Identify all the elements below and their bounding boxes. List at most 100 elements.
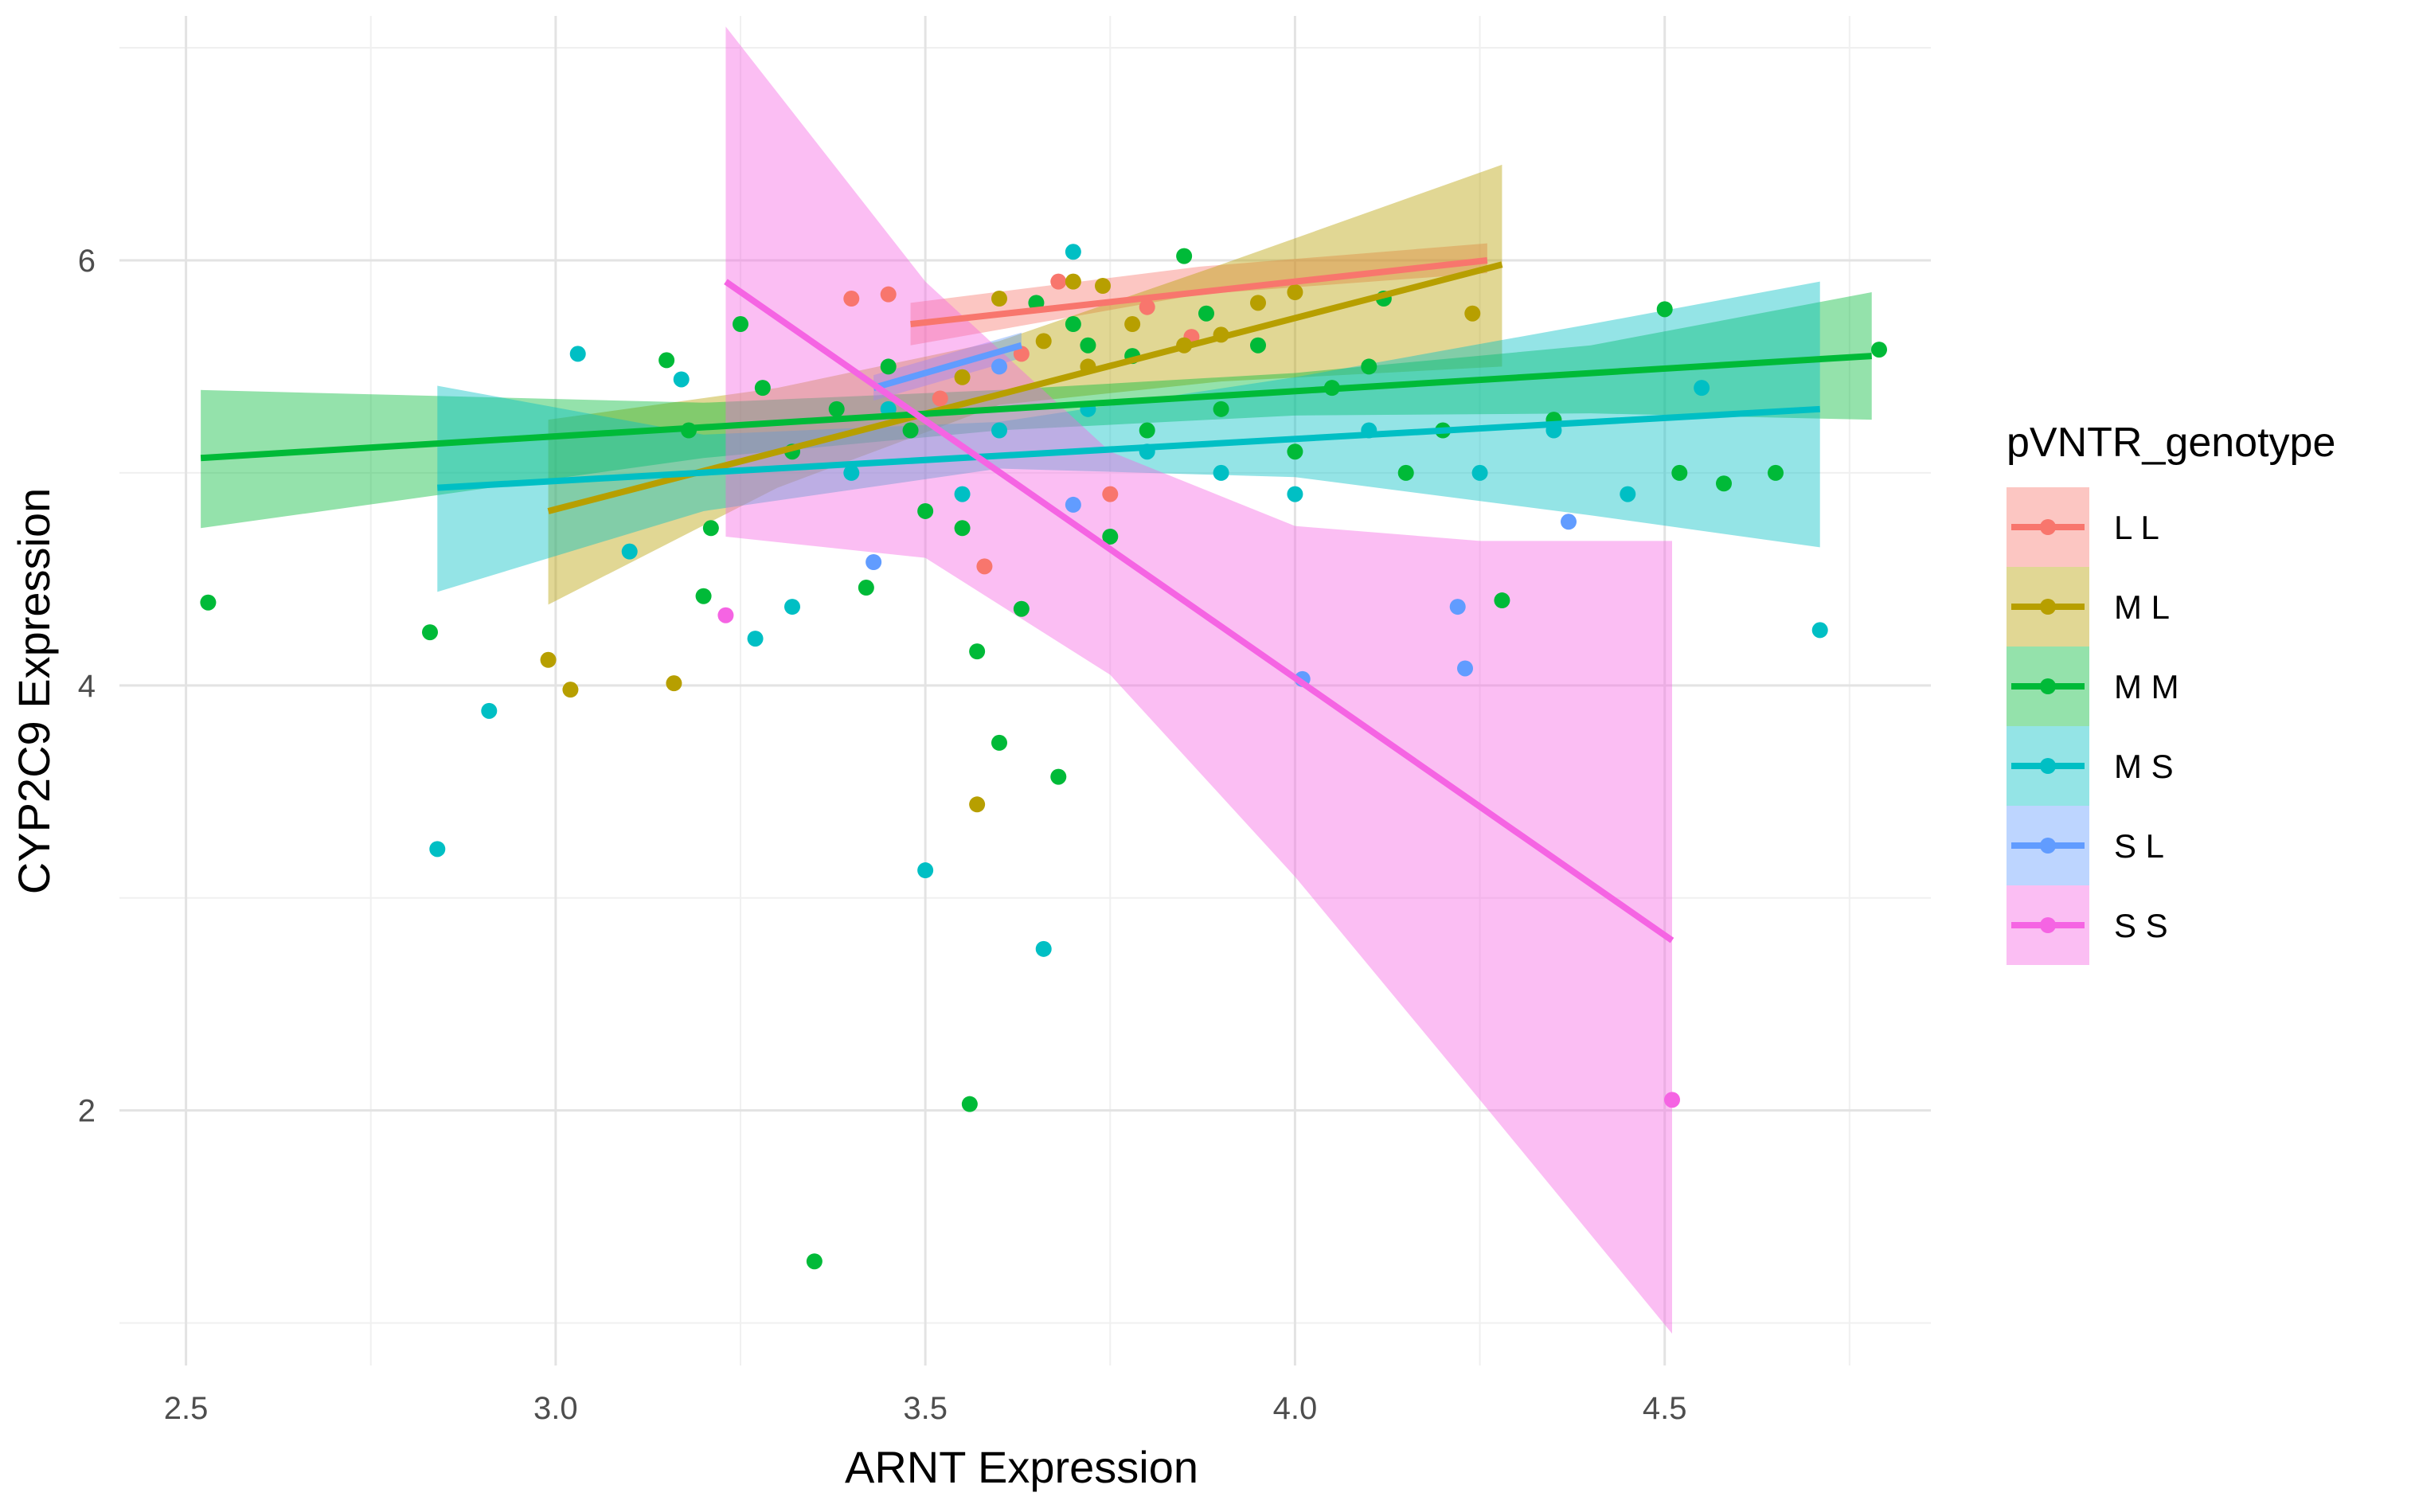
data-point: [1065, 273, 1081, 290]
legend-label: M M: [2114, 668, 2179, 705]
data-point: [1250, 295, 1266, 311]
data-point: [1013, 346, 1030, 362]
data-point: [1397, 464, 1414, 481]
data-point: [858, 580, 874, 596]
legend-item: S S: [2007, 885, 2168, 965]
minor-gridlines: [119, 16, 1931, 1365]
data-point: [843, 291, 860, 307]
data-point: [717, 607, 734, 623]
data-point: [1716, 475, 1732, 492]
regression-line: [724, 279, 1674, 944]
confidence-band: [910, 243, 1487, 346]
legend-key-point: [2040, 758, 2056, 774]
data-point: [540, 651, 557, 668]
regression-line: [910, 256, 1488, 328]
legend-label: L L: [2114, 509, 2159, 546]
legend-keys: L L M L M M M S S L S S: [2007, 487, 2179, 965]
data-point: [695, 588, 712, 604]
legend-key-point: [2040, 519, 2056, 535]
data-point: [932, 390, 948, 407]
data-point: [954, 520, 971, 537]
data-point: [954, 486, 971, 502]
data-point: [880, 286, 897, 303]
data-point: [1139, 299, 1155, 315]
data-point: [991, 291, 1007, 307]
data-point: [917, 862, 934, 879]
data-point: [673, 371, 690, 388]
data-point: [1035, 940, 1052, 957]
data-point: [702, 520, 719, 537]
data-point: [1449, 599, 1466, 615]
y-axis-ticks: 2 4 6: [78, 244, 96, 1129]
data-point: [1768, 464, 1784, 481]
x-tick-label: 3.5: [903, 1391, 948, 1426]
data-point: [828, 400, 845, 417]
data-point: [1176, 248, 1193, 264]
legend-title: pVNTR_genotype: [2007, 420, 2335, 466]
data-point: [1656, 301, 1673, 318]
data-point: [1287, 284, 1303, 301]
legend-key-point: [2040, 838, 2056, 854]
data-point: [961, 1096, 978, 1112]
data-point: [481, 702, 498, 719]
x-tick-label: 3.0: [533, 1391, 578, 1426]
data-point: [1124, 316, 1141, 333]
data-point: [733, 316, 748, 333]
data-point: [880, 358, 897, 375]
data-point: [1213, 400, 1229, 417]
data-point: [1664, 1092, 1680, 1108]
data-point: [1287, 486, 1303, 502]
legend-label: S S: [2114, 907, 2168, 944]
legend-key-point: [2040, 678, 2056, 694]
confidence-band: [437, 281, 1820, 592]
data-point: [917, 502, 934, 519]
data-point: [754, 380, 771, 397]
data-point: [666, 675, 682, 692]
data-point: [969, 643, 986, 660]
data-point: [1102, 528, 1119, 545]
x-tick-label: 2.5: [164, 1391, 209, 1426]
data-point: [991, 422, 1007, 439]
regression-line: [200, 353, 1872, 462]
legend-label: S L: [2114, 827, 2164, 865]
x-axis-title: ARNT Expression: [845, 1442, 1198, 1492]
data-point: [1139, 422, 1155, 439]
regression-line: [873, 342, 1022, 391]
data-point: [969, 796, 986, 813]
x-tick-label: 4.5: [1643, 1391, 1687, 1426]
data-point: [1620, 486, 1636, 502]
data-point: [1013, 600, 1030, 617]
y-tick-label: 6: [78, 244, 96, 279]
data-point: [1065, 496, 1081, 513]
confidence-band: [725, 26, 1672, 1334]
data-point: [747, 631, 764, 647]
data-point: [562, 682, 579, 698]
data-point: [806, 1253, 823, 1270]
data-point: [1694, 380, 1710, 397]
data-point: [569, 346, 586, 362]
data-point: [1035, 333, 1052, 350]
data-point: [1250, 337, 1266, 354]
data-point: [1561, 514, 1577, 530]
y-tick-label: 4: [78, 669, 96, 704]
data-point: [866, 554, 882, 571]
data-point: [1494, 592, 1510, 609]
data-point: [902, 422, 919, 439]
data-point: [1671, 464, 1688, 481]
data-point: [1361, 358, 1377, 375]
legend: pVNTR_genotype L L M L M M M S S L S S: [2007, 420, 2335, 965]
data-point: [429, 841, 446, 858]
confidence-bands: [201, 26, 1872, 1334]
legend-label: M L: [2114, 588, 2170, 626]
data-point: [991, 734, 1007, 751]
regression-lines: [200, 256, 1872, 944]
data-point: [1065, 316, 1081, 333]
y-axis-title: CYP2C9 Expression: [9, 488, 59, 894]
y-tick-label: 2: [78, 1094, 96, 1129]
data-point: [200, 594, 217, 611]
data-point: [1095, 278, 1111, 294]
data-point: [1050, 273, 1067, 290]
legend-item: M M: [2007, 647, 2179, 726]
data-point: [1811, 622, 1828, 639]
